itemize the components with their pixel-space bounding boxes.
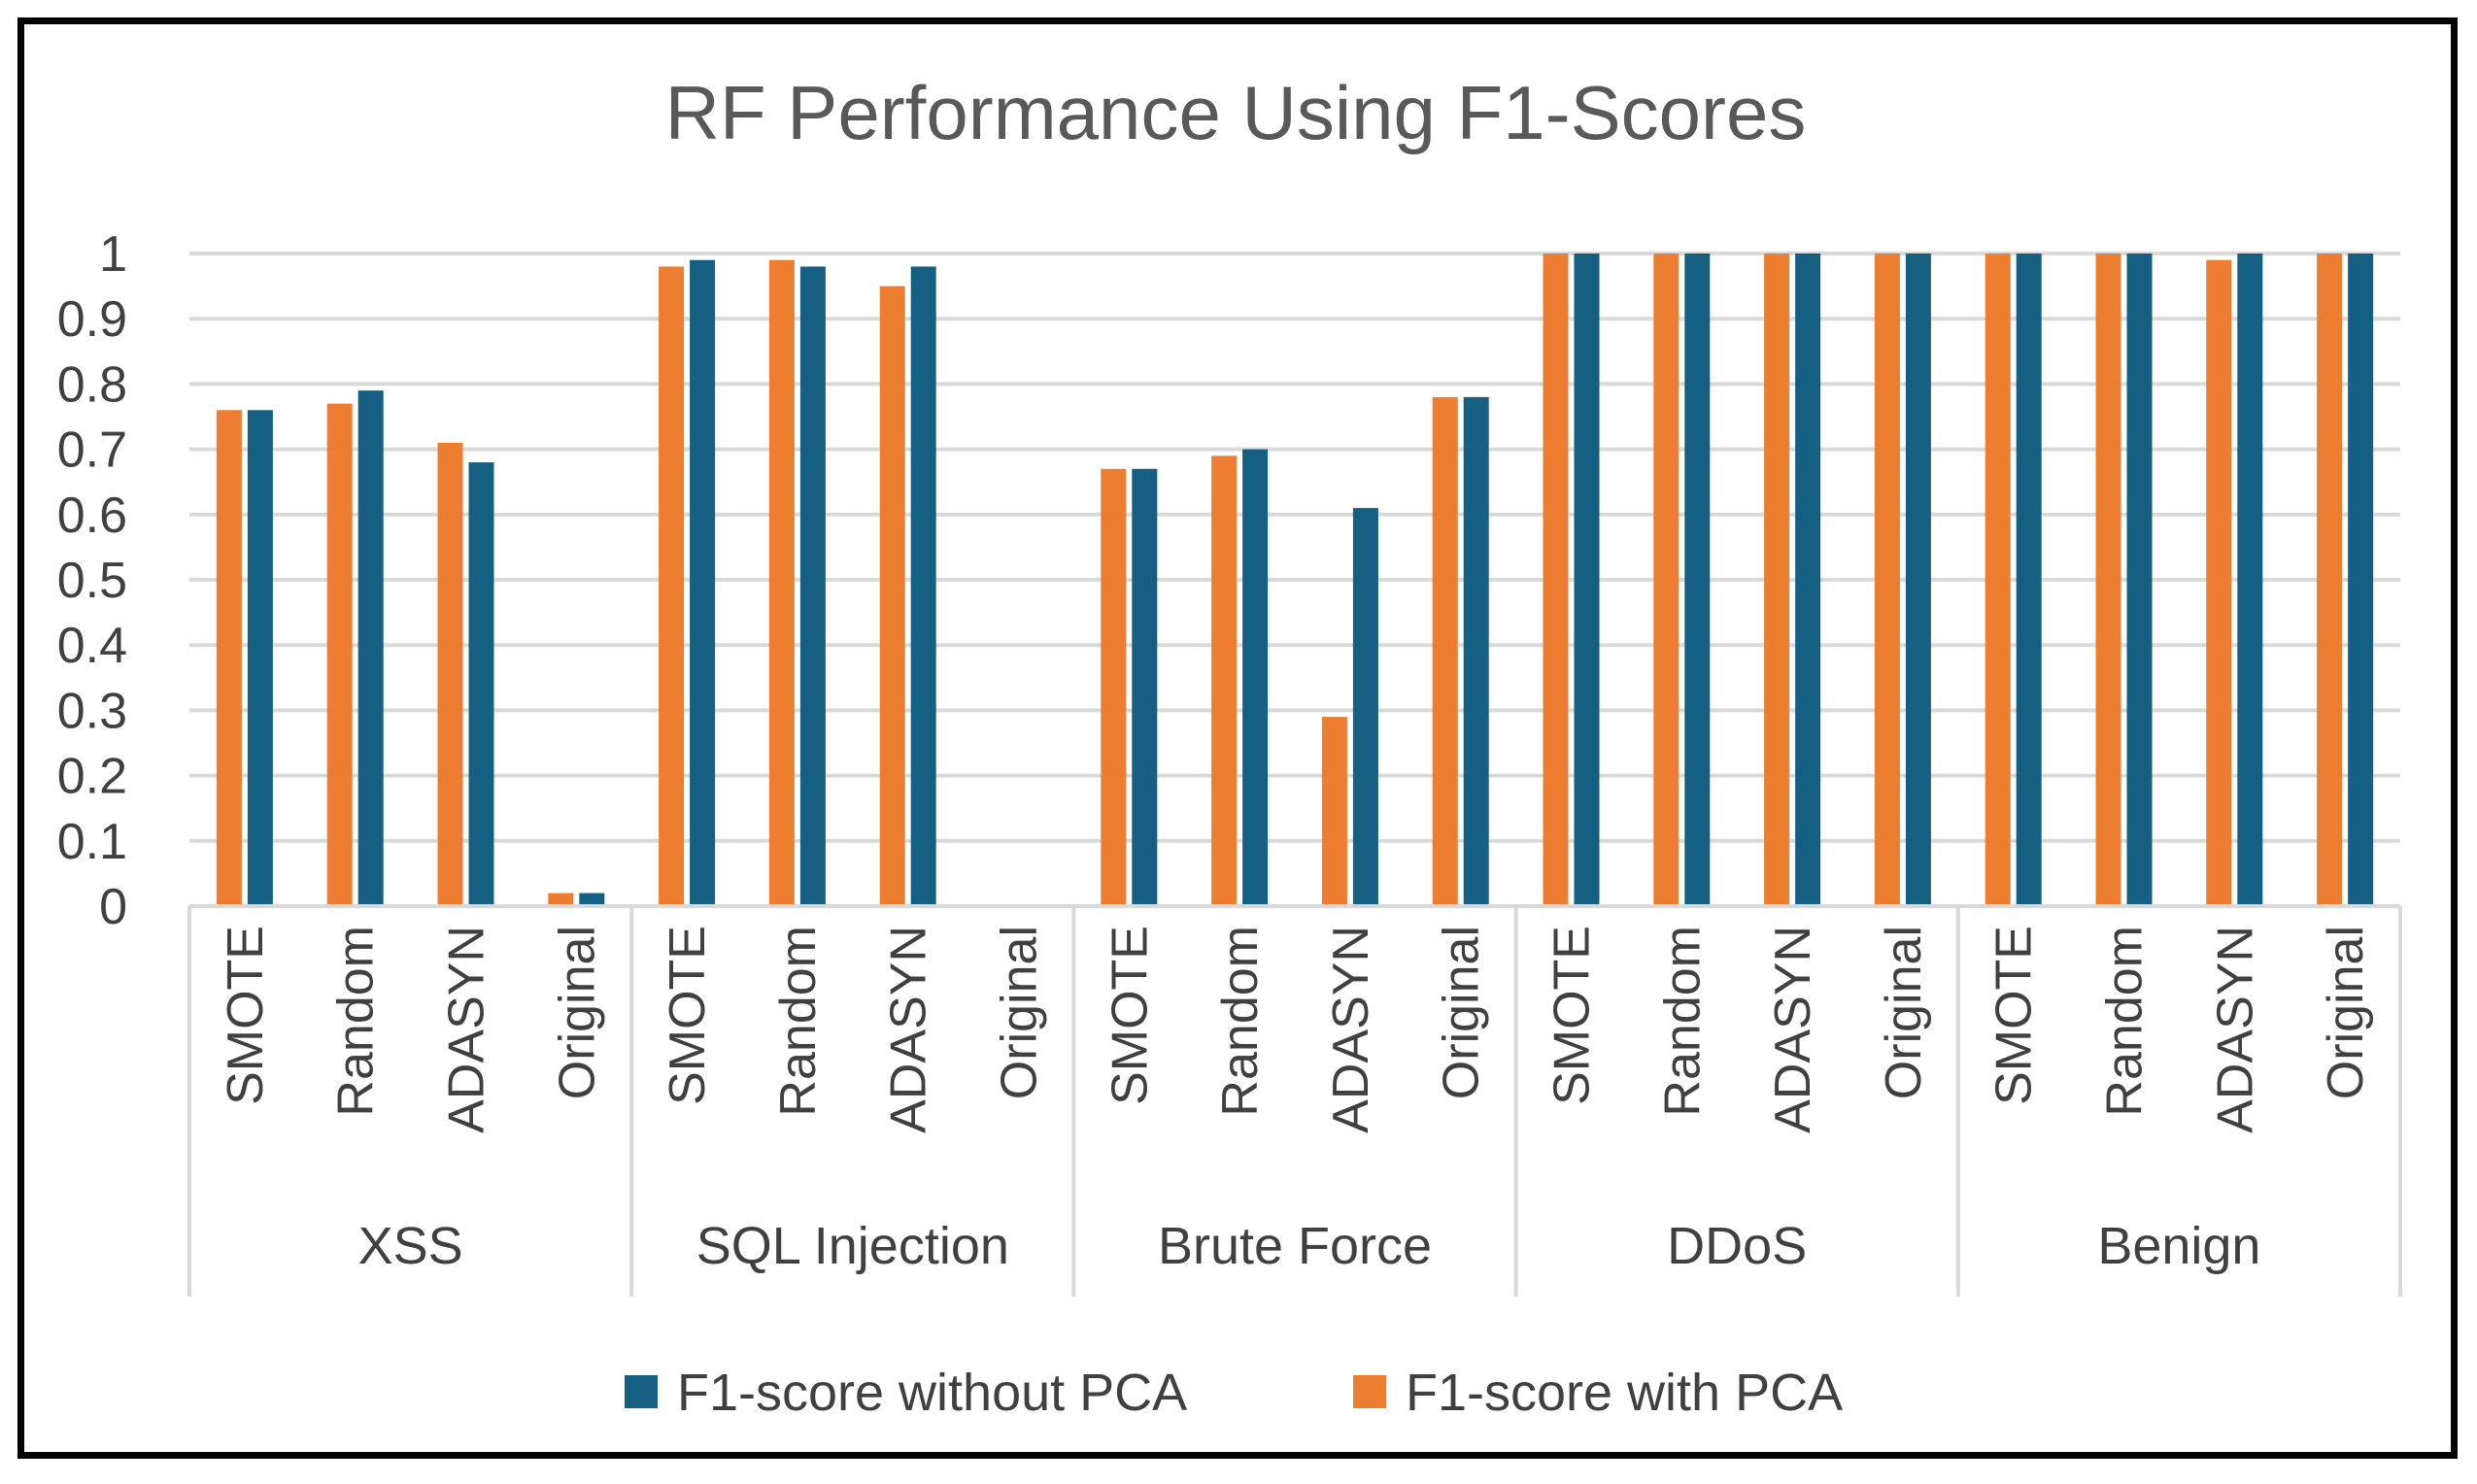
bar-with-pca-1: [326, 403, 353, 906]
bar-with-pca-2: [437, 442, 463, 906]
bar-with-pca-13: [1653, 253, 1680, 906]
bar-with-pca-6: [879, 286, 905, 907]
bar-without-pca-9: [1242, 449, 1269, 906]
bar-without-pca-8: [1132, 468, 1158, 906]
chart-title: RF Performance Using F1-Scores: [665, 70, 1807, 155]
bar-without-pca-19: [2348, 253, 2374, 906]
bar-without-pca-0: [247, 410, 273, 906]
x-category-label: Original: [1876, 926, 1932, 1099]
y-tick-label: 0.4: [57, 618, 127, 674]
x-group-label: SQL Injection: [696, 1217, 1009, 1275]
x-category-label: Random: [1654, 926, 1711, 1117]
bar-with-pca-16: [1985, 253, 2011, 906]
bar-without-pca-6: [910, 266, 936, 906]
legend-label-1: F1-score with PCA: [1406, 1364, 1843, 1422]
bar-with-pca-14: [1764, 253, 1790, 906]
y-tick-label: 0.7: [57, 422, 127, 479]
y-tick-label: 0: [99, 879, 127, 935]
x-category-label: ADASYN: [881, 926, 937, 1133]
y-tick-label: 0.8: [57, 356, 127, 413]
bar-with-pca-19: [2317, 253, 2343, 906]
legend: F1-score without PCA F1-score with PCA: [625, 1364, 1843, 1422]
bar-without-pca-11: [1463, 396, 1489, 907]
y-tick-label: 1: [99, 226, 127, 283]
bar-without-pca-17: [2126, 253, 2153, 906]
bar-without-pca-4: [690, 259, 716, 907]
x-group-label: XSS: [358, 1217, 463, 1275]
x-category-label: SMOTE: [1544, 926, 1601, 1105]
x-category-label: Original: [549, 926, 605, 1099]
x-category-label: Original: [992, 926, 1048, 1099]
bar-with-pca-18: [2206, 259, 2232, 907]
x-category-label: SMOTE: [1986, 926, 2043, 1105]
bar-without-pca-14: [1795, 253, 1821, 906]
legend-swatch-1: [1353, 1375, 1386, 1408]
bar-with-pca-17: [2095, 253, 2121, 906]
x-category-label: Original: [1434, 926, 1490, 1099]
x-category-label: Original: [2318, 926, 2374, 1099]
x-category-label: Random: [328, 926, 385, 1117]
bar-with-pca-15: [1874, 253, 1900, 906]
x-category-label: Random: [1212, 926, 1269, 1117]
bar-without-pca-13: [1684, 253, 1711, 906]
bar-without-pca-15: [1905, 253, 1931, 906]
x-group-label: DDoS: [1667, 1217, 1807, 1275]
y-tick-label: 0.6: [57, 488, 127, 544]
bar-with-pca-3: [548, 893, 574, 906]
y-axis-ticks: 0 0.1 0.2 0.3 0.4 0.5 0.6 0.7 0.8 0.9 1: [57, 226, 127, 935]
x-category-label: ADASYN: [439, 926, 495, 1133]
y-tick-label: 0.9: [57, 291, 127, 348]
bar-without-pca-2: [468, 462, 494, 906]
y-tick-label: 0.3: [57, 683, 127, 739]
x-category-label: Random: [770, 926, 827, 1117]
x-category-label: SMOTE: [1102, 926, 1158, 1105]
bar-with-pca-10: [1321, 717, 1347, 906]
bar-without-pca-1: [357, 390, 384, 906]
x-category-label: Random: [2097, 926, 2154, 1117]
x-category-label: SMOTE: [218, 926, 274, 1105]
x-category-label: ADASYN: [1323, 926, 1379, 1133]
bar-with-pca-0: [216, 410, 242, 906]
bar-without-pca-10: [1352, 508, 1378, 906]
x-group-label: Benign: [2097, 1217, 2260, 1275]
y-tick-label: 0.2: [57, 749, 127, 805]
bar-with-pca-5: [768, 259, 795, 907]
y-tick-label: 0.5: [57, 553, 127, 609]
bar-chart: RF Performance Using F1-Scores 0 0.1 0.2 0.…: [57, 70, 2402, 1422]
bar-without-pca-3: [579, 893, 605, 906]
legend-label-0: F1-score without PCA: [677, 1364, 1187, 1422]
x-category-label: SMOTE: [660, 926, 716, 1105]
bar-with-pca-9: [1211, 455, 1238, 906]
bar-without-pca-18: [2237, 253, 2263, 906]
gridlines: [189, 252, 2400, 908]
bar-with-pca-12: [1543, 253, 1569, 906]
bar-with-pca-8: [1101, 468, 1127, 906]
legend-swatch-0: [625, 1375, 658, 1408]
x-axis: SMOTE Random ADASYN Original SMOTE Random ADAS…: [187, 904, 2402, 1297]
bar-without-pca-12: [1574, 253, 1600, 906]
x-category-label: ADASYN: [2207, 926, 2263, 1133]
bar-with-pca-11: [1432, 396, 1458, 907]
y-tick-label: 0.1: [57, 814, 127, 870]
bars: [216, 253, 2374, 907]
x-group-label: Brute Force: [1158, 1217, 1432, 1275]
bar-without-pca-16: [2016, 253, 2042, 906]
bar-with-pca-4: [659, 266, 685, 906]
chart-frame: RF Performance Using F1-Scores 0 0.1 0.2 0.…: [17, 17, 2458, 1459]
x-category-label: ADASYN: [1765, 926, 1821, 1133]
bar-without-pca-5: [799, 266, 826, 906]
